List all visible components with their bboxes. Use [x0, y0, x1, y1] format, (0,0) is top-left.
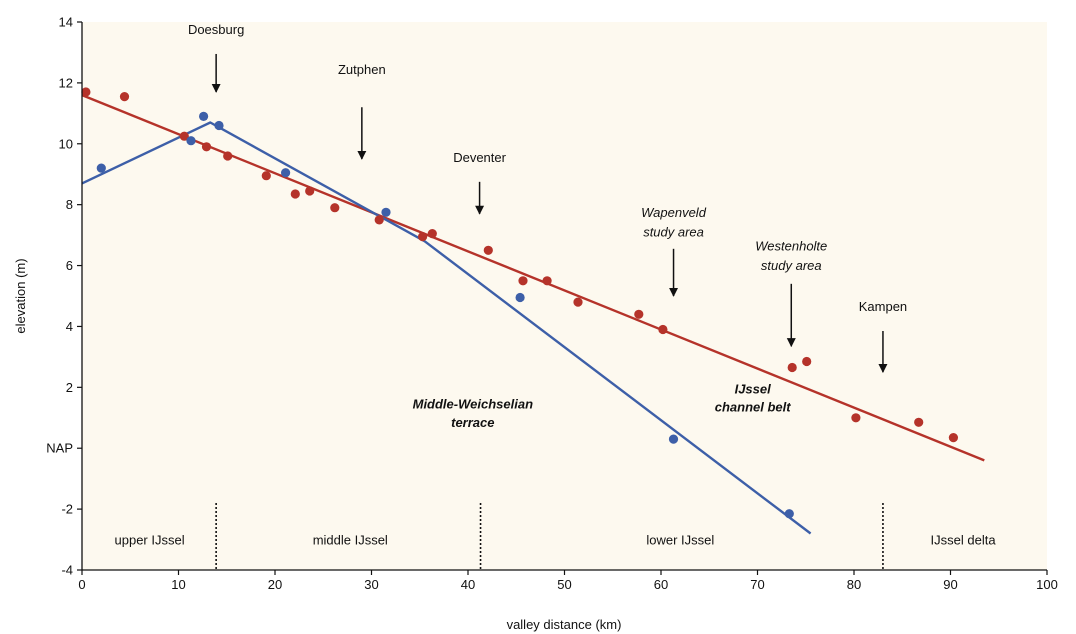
data-point-0-3 [201, 142, 212, 152]
x-tick-label-5: 50 [557, 577, 571, 592]
data-point-0-1 [119, 92, 130, 102]
series-label-line1-1: IJssel [735, 381, 772, 396]
y-tick-label-6: 8 [66, 197, 73, 212]
y-tick-label-4: 4 [66, 319, 73, 334]
data-point-1-2 [199, 111, 209, 121]
data-point-0-14 [542, 276, 552, 286]
place-label-2: Deventer [453, 150, 506, 165]
data-point-0-16 [634, 309, 644, 319]
data-point-0-19 [802, 356, 812, 367]
series-label-line2-1: channel belt [715, 400, 792, 415]
series-label-line1-0: Middle-Weichselian [413, 397, 533, 412]
data-point-1-6 [515, 292, 525, 303]
data-point-1-5 [381, 207, 391, 217]
study-area-subtitle-1: study area [761, 258, 822, 273]
reach-label-1: middle IJssel [313, 533, 388, 548]
y-axis-label: elevation (m) [13, 258, 28, 333]
plot-background [82, 22, 1047, 570]
y-tick-label-8: 12 [59, 75, 73, 90]
place-label-1: Zutphen [338, 62, 386, 77]
data-point-0-15 [573, 297, 583, 307]
series-label-line2-0: terrace [451, 415, 494, 430]
data-point-0-17 [658, 324, 668, 335]
data-point-0-5 [261, 171, 271, 181]
data-point-1-3 [214, 120, 224, 131]
x-tick-label-2: 20 [268, 577, 282, 592]
y-tick-label-1: -2 [61, 502, 73, 517]
data-point-0-22 [948, 433, 959, 443]
data-point-0-10 [418, 232, 428, 242]
y-tick-label-9: 14 [59, 15, 73, 30]
trend-line-1 [81, 121, 812, 535]
data-point-1-7 [668, 434, 679, 444]
x-tick-label-7: 70 [750, 577, 764, 592]
data-point-1-8 [784, 509, 794, 519]
y-tick-label-3: 2 [66, 380, 73, 395]
y-tick-label-2: NAP [46, 441, 73, 456]
x-tick-label-8: 80 [847, 577, 861, 592]
data-point-0-11 [427, 229, 437, 239]
study-area-title-0: Wapenveld [641, 205, 707, 220]
reach-label-3: IJssel delta [931, 533, 997, 548]
y-tick-label-7: 10 [59, 136, 73, 151]
y-tick-label-5: 6 [66, 258, 73, 273]
x-tick-label-6: 60 [654, 577, 668, 592]
place-label-0: Doesburg [188, 22, 244, 37]
reach-label-0: upper IJssel [115, 533, 185, 548]
x-tick-label-4: 40 [461, 577, 475, 592]
data-point-0-7 [305, 186, 315, 196]
x-tick-label-9: 90 [943, 577, 957, 592]
trend-line-0 [81, 93, 985, 462]
data-point-0-4 [223, 151, 233, 161]
y-tick-label-0: -4 [61, 563, 73, 578]
data-point-0-18 [787, 362, 797, 373]
data-point-0-0 [81, 87, 91, 97]
data-point-0-6 [290, 189, 300, 199]
data-point-0-8 [330, 203, 340, 213]
x-tick-label-0: 0 [78, 577, 85, 592]
reach-label-2: lower IJssel [646, 533, 714, 548]
x-tick-label-1: 10 [171, 577, 185, 592]
data-point-0-2 [179, 131, 189, 141]
x-tick-label-10: 100 [1036, 577, 1058, 592]
data-point-1-4 [281, 168, 291, 178]
data-point-1-0 [96, 163, 106, 173]
data-point-0-9 [374, 215, 384, 225]
data-point-0-13 [518, 276, 528, 286]
study-area-title-1: Westenholte [755, 238, 827, 253]
data-point-0-12 [483, 245, 493, 255]
place-label-3: Kampen [859, 299, 907, 314]
x-axis-label: valley distance (km) [507, 617, 622, 632]
data-point-0-21 [914, 417, 924, 427]
study-area-subtitle-0: study area [643, 225, 704, 240]
data-point-0-20 [851, 413, 861, 423]
x-tick-label-3: 30 [364, 577, 378, 592]
data-point-1-1 [186, 136, 196, 146]
